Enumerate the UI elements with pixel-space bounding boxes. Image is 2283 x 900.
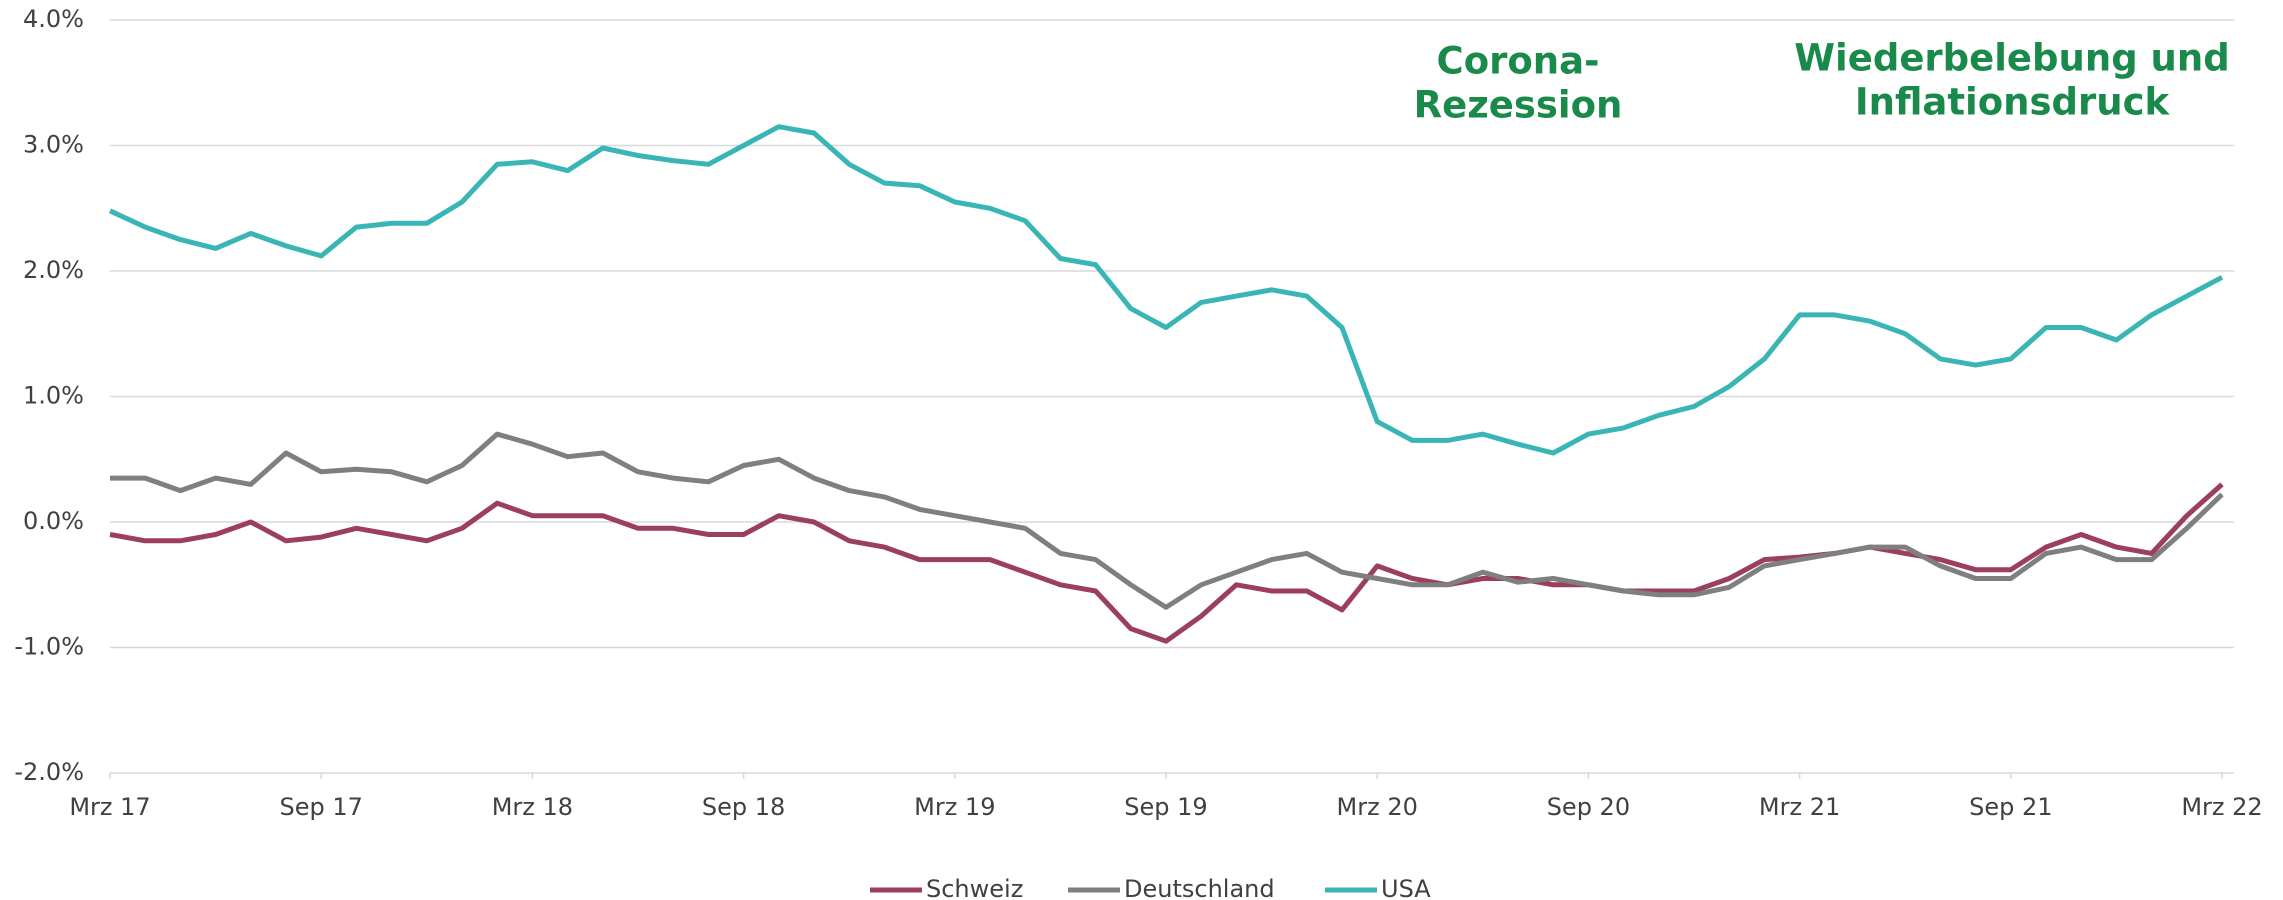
x-tick-label: Sep 19 — [1124, 793, 1207, 821]
y-tick-label: 1.0% — [23, 382, 84, 410]
x-tick-label: Mrz 18 — [492, 793, 573, 821]
x-tick-label: Sep 17 — [279, 793, 362, 821]
line — [109, 482, 2224, 644]
x-tick-label: Sep 20 — [1547, 793, 1630, 821]
x-tick-label: Mrz 22 — [2181, 793, 2262, 821]
annotation: Corona- — [1437, 40, 1600, 83]
y-tick-label: 0.0% — [23, 507, 84, 535]
y-tick-label: -1.0% — [14, 633, 84, 661]
line — [110, 431, 2224, 610]
x-tick-label: Mrz 21 — [1759, 793, 1840, 821]
annotation: Rezession — [1414, 84, 1623, 127]
annotation: Inflationsdruck — [1855, 81, 2171, 124]
y-tick-label: -2.0% — [14, 758, 84, 786]
x-tick-label: Mrz 20 — [1337, 793, 1418, 821]
legend-label: USA — [1381, 875, 1431, 900]
legend-label: Schweiz — [926, 875, 1023, 900]
y-tick-label: 2.0% — [23, 256, 84, 284]
legend-label: Deutschland — [1124, 875, 1275, 900]
x-tick-label: Sep 21 — [1969, 793, 2052, 821]
y-tick-label: 3.0% — [23, 131, 84, 159]
annotation: Wiederbelebung und — [1794, 37, 2229, 80]
x-tick-label: Mrz 19 — [914, 793, 995, 821]
line — [108, 124, 2224, 456]
x-tick-label: Mrz 17 — [69, 793, 150, 821]
x-tick-label: Sep 18 — [702, 793, 785, 821]
y-tick-label: 4.0% — [23, 5, 84, 33]
